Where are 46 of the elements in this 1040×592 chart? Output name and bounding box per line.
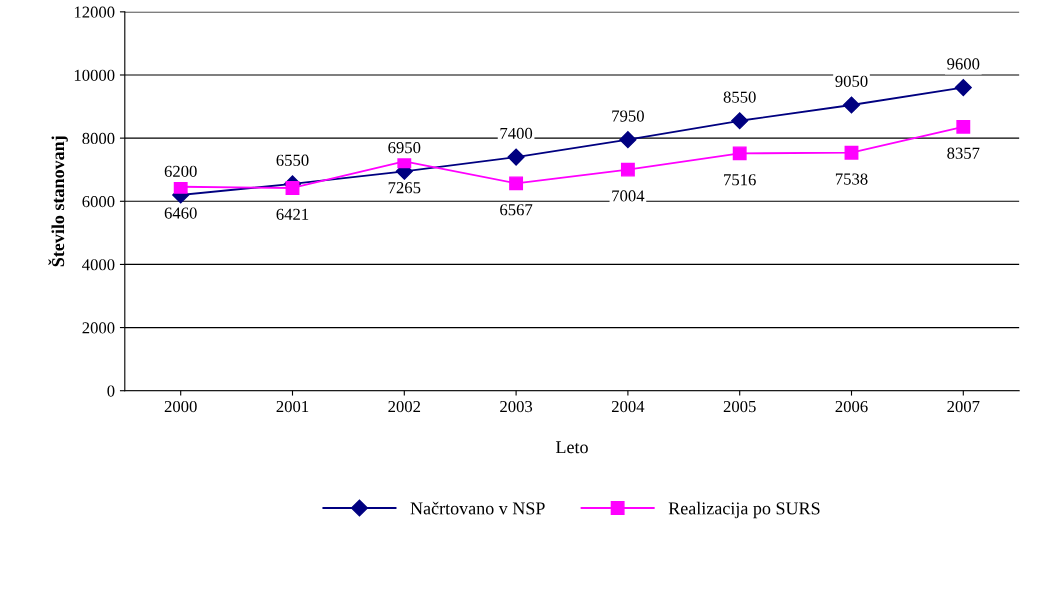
y-axis-title: Število stanovanj	[48, 136, 68, 267]
data-label: 6200	[164, 165, 197, 177]
data-label: 6421	[276, 208, 309, 220]
x-tick-label: 2000	[164, 400, 197, 413]
x-axis-title: Leto	[555, 441, 588, 454]
x-tick-label: 2004	[611, 400, 645, 413]
y-tick-label: 10000	[74, 69, 115, 81]
data-label: 6460	[164, 207, 197, 219]
data-label: 9600	[947, 58, 980, 70]
y-tick-label: 8000	[82, 132, 115, 145]
x-tick-label: 2002	[388, 400, 421, 413]
point	[844, 145, 859, 160]
y-tick-label: 4000	[82, 259, 115, 271]
point	[285, 181, 300, 195]
data-label: 7265	[388, 182, 421, 194]
data-label: 8357	[947, 147, 980, 159]
x-tick-label: 2001	[276, 400, 309, 413]
data-label: 6950	[388, 141, 421, 154]
point	[507, 148, 525, 166]
y-tick-label: 0	[107, 385, 115, 397]
data-label: 6550	[276, 154, 309, 166]
data-label: 9050	[835, 75, 868, 87]
x-tick-label: 2005	[723, 400, 756, 413]
data-label: 6567	[500, 204, 533, 216]
point	[956, 119, 971, 134]
x-tick-label: 2003	[500, 400, 533, 413]
y-tick-label: 2000	[82, 322, 115, 334]
x-tick-label: 2006	[835, 400, 868, 413]
point	[732, 146, 747, 161]
data-label: 7004	[612, 190, 645, 202]
point	[954, 79, 972, 97]
data-label: 7950	[612, 110, 644, 122]
x-tick-label: 2007	[947, 400, 980, 413]
point	[842, 96, 861, 114]
point	[620, 162, 635, 177]
point	[619, 131, 637, 149]
legend-label: Realizacija po SURS	[668, 501, 820, 519]
data-label: 8550	[723, 91, 756, 103]
point	[731, 112, 749, 130]
point	[509, 176, 524, 191]
data-label: 7516	[724, 174, 756, 186]
data-label: 7538	[835, 173, 868, 185]
legend-label: Načrtovano v NSP	[410, 501, 545, 515]
data-label: 7400	[500, 127, 533, 140]
y-tick-label: 12000	[74, 6, 115, 18]
y-tick-label: 6000	[82, 195, 115, 208]
